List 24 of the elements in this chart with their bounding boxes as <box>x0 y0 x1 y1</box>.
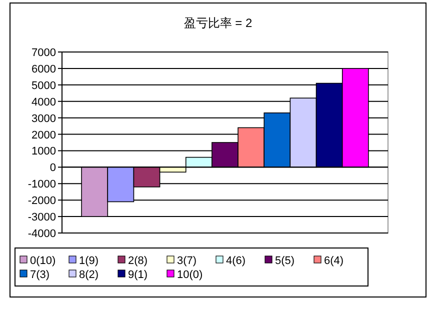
legend-label: 1(9) <box>79 255 99 267</box>
legend-label: 7(3) <box>30 269 50 281</box>
y-tick-label: 7000 <box>32 47 56 59</box>
y-tick-label: -2000 <box>28 195 56 208</box>
legend-label: 6(4) <box>324 255 344 267</box>
legend-label: 10(0) <box>177 269 203 281</box>
y-tick-label: 0 <box>50 162 56 174</box>
y-tick-label: 1000 <box>32 146 56 158</box>
y-tick-label: 6000 <box>32 63 56 76</box>
legend-label: 8(2) <box>79 269 99 281</box>
y-tick-label: 4000 <box>32 96 56 108</box>
legend-label: 0(10) <box>30 255 56 267</box>
y-tick-label: 2000 <box>32 129 56 142</box>
legend-label: 9(1) <box>128 269 148 281</box>
y-tick-label: 5000 <box>32 80 56 92</box>
y-tick-label: -3000 <box>28 212 56 224</box>
legend-label: 3(7) <box>177 255 197 267</box>
y-tick-label: -4000 <box>28 228 56 240</box>
y-tick-label: 3000 <box>32 112 56 125</box>
legend-label: 5(5) <box>275 255 295 267</box>
legend-label: 4(6) <box>226 255 246 267</box>
chart-title: 盈亏比率 = 2 <box>184 16 252 30</box>
legend-label: 2(8) <box>128 255 148 267</box>
y-tick-label: -1000 <box>28 178 56 191</box>
